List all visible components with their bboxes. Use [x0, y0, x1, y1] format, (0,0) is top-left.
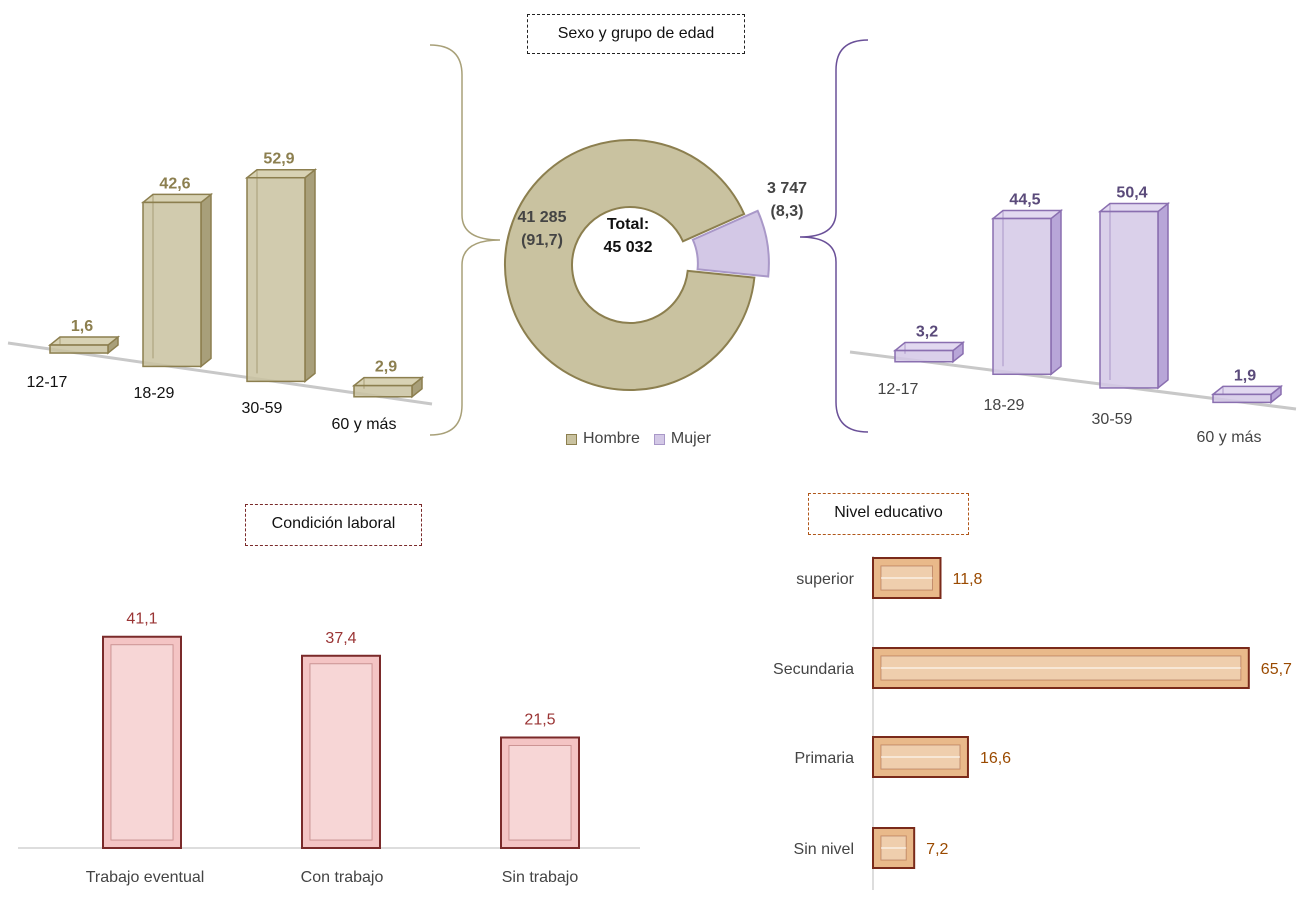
bar-18-29: [990, 208, 1064, 376]
bar-front: [992, 217, 1052, 376]
legend-swatch-hombre: [566, 433, 577, 445]
bar-bevel: [309, 663, 373, 841]
x-tick-label: 18-29: [984, 397, 1025, 414]
labor-value-label: 41,1: [126, 611, 157, 628]
bar-front: [1212, 393, 1272, 404]
donut-center-value: 45 032: [604, 239, 653, 256]
bar-value-label: 1,9: [1234, 367, 1256, 384]
edu-y-tick-label: Sin nivel: [794, 841, 854, 858]
legend-label-mujer: Mujer: [670, 430, 711, 447]
bar-front: [246, 176, 306, 383]
bar-side: [200, 192, 212, 368]
donut-mujer-pct: (8,3): [771, 203, 804, 220]
donut-slice-hombre: [504, 139, 756, 391]
bar-30-59: [1097, 201, 1171, 390]
edu-bar-sin-nivel: [872, 827, 916, 869]
labor-x-tick-label: Con trabajo: [301, 869, 384, 886]
sex-donut-chart: Total: 45 032 41 285 (91,7) 3 747 (8,3): [429, 39, 869, 436]
bar-body: [500, 736, 580, 849]
labor-x-tick-label: Sin trabajo: [502, 869, 579, 886]
bar-value-label: 44,5: [1009, 192, 1040, 209]
bar-value-label: 50,4: [1116, 185, 1147, 202]
bar-front: [353, 384, 413, 398]
bar-12-17: [892, 340, 966, 364]
bar-value-label: 52,9: [263, 151, 294, 168]
donut-center-label: Total:: [607, 216, 649, 233]
bar-side: [304, 168, 316, 383]
bar-body: [872, 827, 916, 869]
edu-bar-secundaria: [872, 647, 1250, 689]
x-tick-label: 60 y más: [332, 416, 397, 433]
bar-body: [301, 654, 381, 849]
donut-hombre-value: 41 285: [518, 209, 567, 226]
edu-y-tick-label: superior: [796, 571, 854, 588]
bar-60 y más: [1210, 384, 1284, 404]
edu-bar-superior: [872, 557, 942, 599]
legend-label-hombre: Hombre: [583, 430, 640, 447]
edu-bar-primaria: [872, 736, 969, 778]
edu-value-label: 65,7: [1261, 661, 1292, 678]
donut-hombre-pct: (91,7): [521, 232, 563, 249]
labor-value-label: 21,5: [524, 711, 555, 728]
mujer-age-chart: 3,2 12-17 44,5 18-29 50,4 30-59 1,9 60 y más: [849, 185, 1297, 446]
bar-value-label: 42,6: [159, 175, 190, 192]
bar-value-label: 3,2: [916, 324, 938, 341]
labor-bar-sin-trabajo: [500, 736, 580, 849]
title-sexo-edad: Sexo y grupo de edad: [527, 14, 745, 54]
bar-front: [1099, 210, 1159, 389]
labor-bar-con-trabajo: [301, 654, 381, 849]
title-nivel-educativo: Nivel educativo: [808, 493, 969, 535]
bar-bevel: [110, 644, 174, 841]
x-tick-label: 60 y más: [1197, 429, 1262, 446]
edu-value-label: 11,8: [952, 571, 982, 588]
bar-12-17: [47, 335, 121, 355]
legend: Hombre Mujer: [566, 430, 711, 448]
bar-side: [1157, 201, 1169, 390]
edu-value-label: 7,2: [926, 841, 948, 858]
education-level-chart: 11,8 superior 65,7 Secundaria 16,6 Primaria 7,…: [773, 556, 1292, 890]
hombre-age-chart: 1,6 12-17 42,6 18-29 52,9 30-59 2,9 60 y más: [7, 151, 433, 433]
labor-condition-chart: 41,1 Trabajo eventual 37,4 Con trabajo 21,5 S…: [18, 611, 640, 886]
x-tick-label: 12-17: [878, 381, 919, 398]
bar-front: [142, 201, 202, 368]
labor-x-tick-label: Trabajo eventual: [86, 869, 205, 886]
bar-front: [49, 344, 109, 354]
legend-swatch-mujer: [653, 433, 665, 445]
labor-bar-trabajo-eventual: [102, 635, 182, 849]
bar-30-59: [244, 168, 318, 383]
x-tick-label: 30-59: [242, 400, 283, 417]
left-brace: [429, 44, 501, 436]
bar-bevel: [508, 744, 572, 841]
x-tick-label: 30-59: [1092, 411, 1133, 428]
edu-value-label: 16,6: [980, 750, 1011, 767]
x-tick-label: 12-17: [27, 374, 68, 391]
donut-slice-mujer: [691, 209, 770, 278]
x-tick-label: 18-29: [134, 385, 175, 402]
edu-y-tick-label: Secundaria: [773, 661, 854, 678]
bar-18-29: [140, 192, 214, 368]
bar-value-label: 2,9: [375, 359, 397, 376]
bar-front: [894, 349, 954, 363]
bar-value-label: 1,6: [71, 318, 93, 335]
title-condicion-laboral: Condición laboral: [245, 504, 422, 546]
right-brace: [799, 39, 869, 433]
donut-mujer-value: 3 747: [767, 180, 807, 197]
bar-60 y más: [351, 376, 425, 399]
bar-side: [1050, 208, 1062, 376]
edu-y-tick-label: Primaria: [794, 750, 854, 767]
bar-body: [102, 635, 182, 849]
labor-value-label: 37,4: [325, 630, 356, 647]
